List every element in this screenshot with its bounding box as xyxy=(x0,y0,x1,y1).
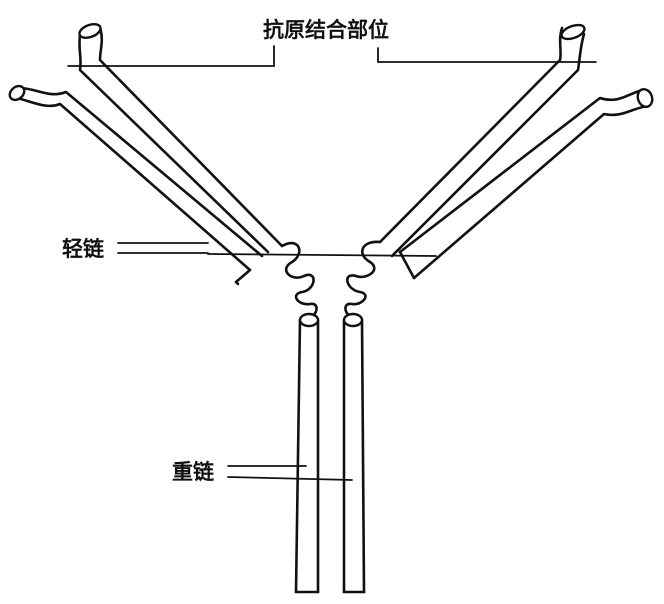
left-fc-top-cap xyxy=(298,312,320,328)
right-fc-heavy-chain xyxy=(342,312,366,594)
left-light-chain-arm xyxy=(8,84,264,286)
left-hinge-region xyxy=(280,241,318,320)
right-light-chain-arm xyxy=(398,88,654,280)
light-chain-leaders xyxy=(117,242,437,257)
heavy-chain-label: 重链 xyxy=(172,460,215,484)
antigen-binding-site-leaders xyxy=(67,45,597,67)
heavy-chain-leaders xyxy=(227,465,353,481)
right-heavy-chain-arm xyxy=(378,23,586,258)
right-hinge-region xyxy=(344,240,382,320)
left-light-chain-tip xyxy=(8,84,26,102)
light-chain-label: 轻链 xyxy=(62,237,105,261)
right-fc-top-cap xyxy=(342,312,364,328)
left-heavy-chain-tip xyxy=(78,23,102,39)
antigen-binding-site-label: 抗原结合部位 xyxy=(263,18,389,42)
right-light-chain-tip xyxy=(636,88,654,108)
right-heavy-chain-tip xyxy=(560,23,586,41)
left-heavy-chain-arm xyxy=(78,23,284,254)
left-fc-heavy-chain xyxy=(294,312,320,594)
